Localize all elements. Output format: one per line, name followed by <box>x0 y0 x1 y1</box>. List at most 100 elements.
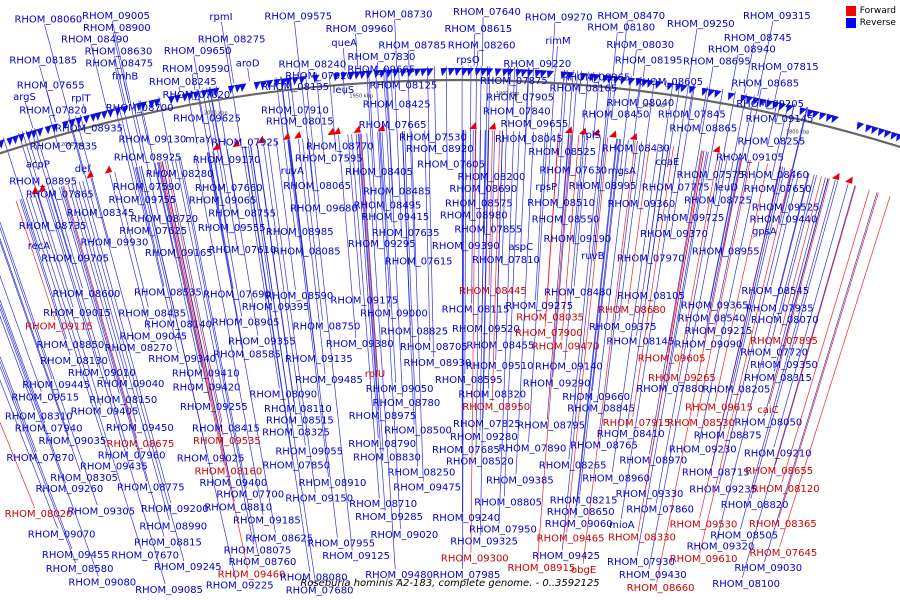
leader-line <box>404 131 418 467</box>
leader-line <box>0 299 46 423</box>
gene-label: RHOM_08915 <box>507 563 575 574</box>
leader-line <box>134 167 179 353</box>
leader-line <box>37 193 74 308</box>
gene-label: RHOM_08965 <box>563 72 631 83</box>
legend-item-reverse: Reverse <box>845 18 896 28</box>
gene-label: RHOM_07635 <box>372 228 440 239</box>
gene-label: RHOM_09165 <box>145 248 213 259</box>
gene-label: RHOM_08195 <box>615 55 683 66</box>
gene-label: RHOM_07660 <box>195 183 263 194</box>
gene-label: aroD <box>236 58 260 69</box>
gene-label: rpsO <box>456 55 480 66</box>
leader-line <box>275 141 296 290</box>
leader-line <box>648 155 729 569</box>
gene-label: RHOM_07650 <box>744 184 812 195</box>
gene-label: RHOM_09315 <box>743 11 811 22</box>
reverse-gene <box>454 68 462 77</box>
reverse-gene <box>25 130 33 140</box>
reverse-gene <box>227 85 235 94</box>
reverse-gene <box>192 90 200 100</box>
leader-line <box>368 68 376 177</box>
leader-line <box>771 170 800 286</box>
gene-label: RHOM_08485 <box>363 187 431 198</box>
gene-label: RHOM_07645 <box>749 548 817 559</box>
leader-line <box>161 161 235 502</box>
leader-line <box>576 138 618 506</box>
leader-line <box>488 130 493 286</box>
gene-label: RHOM_08775 <box>117 482 185 493</box>
gene-label: RHOM_07875 <box>480 76 548 87</box>
gene-label: RHOM_09485 <box>295 375 363 386</box>
gene-label: RHOM_09265 <box>648 373 716 384</box>
gene-label: RHOM_08250 <box>388 468 456 479</box>
gene-label: RHOM_07870 <box>6 453 74 464</box>
leader-line <box>775 185 857 465</box>
reverse-gene <box>520 69 529 78</box>
leader-line <box>688 28 698 84</box>
gene-label: RHOM_09135 <box>285 354 353 365</box>
gene-label: RHOM_08245 <box>149 77 217 88</box>
gene-label: RHOM_09280 <box>450 432 518 443</box>
gene-label: RHOM_08920 <box>406 144 474 155</box>
leader-line <box>194 154 264 515</box>
gene-label: RHOM_09425 <box>532 551 600 562</box>
leader-line <box>741 185 856 578</box>
leader-line <box>512 66 516 117</box>
gene-label: RHOM_08850 <box>36 340 104 351</box>
forward-gene <box>86 170 94 179</box>
leader-line <box>34 194 101 406</box>
leader-line <box>328 71 337 152</box>
gene-label: RHOM_09415 <box>361 212 429 223</box>
gene-label: RHOM_08050 <box>734 418 802 429</box>
forward-gene <box>564 126 573 134</box>
reverse-gene <box>114 106 122 117</box>
gene-label: RHOM_07905 <box>486 93 554 104</box>
leader-line <box>355 33 359 70</box>
leader-line <box>191 73 196 90</box>
gene-label: RHOM_09440 <box>750 214 818 225</box>
leader-line <box>0 315 36 411</box>
reverse-gene <box>68 118 76 128</box>
gene-label: RHOM_08065 <box>283 181 351 192</box>
gene-label: RHOM_09650 <box>164 46 232 57</box>
gene-label: RHOM_09455 <box>42 550 110 561</box>
leader-line <box>34 127 57 200</box>
gene-label: RHOM_08980 <box>440 211 508 222</box>
reverse-gene <box>359 70 367 80</box>
leader-line <box>779 106 809 225</box>
leader-line <box>611 143 659 473</box>
leader-line <box>0 275 42 392</box>
leader-line <box>632 49 637 77</box>
leader-line <box>780 175 817 315</box>
reverse-gene <box>6 136 14 146</box>
reverse-gene <box>260 80 268 90</box>
reverse-gene <box>186 91 194 101</box>
leader-line <box>503 131 520 497</box>
gene-label: RHOM_09655 <box>500 119 568 130</box>
leader-line <box>347 134 361 295</box>
leader-line <box>520 67 530 252</box>
gene-label: RHOM_07970 <box>617 254 685 265</box>
leader-line <box>138 166 175 319</box>
leader-line <box>750 180 839 499</box>
gene-label: RHOM_08480 <box>544 288 612 299</box>
reverse-gene <box>168 95 176 105</box>
gene-label: RHOM_08120 <box>752 484 820 495</box>
reverse-gene <box>348 71 356 81</box>
gene-label: RHOM_09260 <box>35 484 103 495</box>
leader-line <box>582 140 636 565</box>
gene-label: RHOM_07835 <box>30 141 98 152</box>
reverse-gene <box>280 78 288 87</box>
gene-label: RHOM_09010 <box>68 368 136 379</box>
gene-label: RHOM_08790 <box>348 439 416 450</box>
gene-label: RHOM_08985 <box>266 227 334 238</box>
gene-label: RHOM_09520 <box>452 324 520 335</box>
leader-line <box>111 20 131 103</box>
gene-label: RHOM_08030 <box>606 40 674 51</box>
gene-label: RHOM_08680 <box>598 305 666 316</box>
gene-label: RHOM_08545 <box>741 286 809 297</box>
gene-label: RHOM_08115 <box>442 305 510 316</box>
gene-label: RHOM_09470 <box>532 341 600 352</box>
gene-label: RHOM_09515 <box>11 393 79 404</box>
leader-line <box>479 130 486 431</box>
